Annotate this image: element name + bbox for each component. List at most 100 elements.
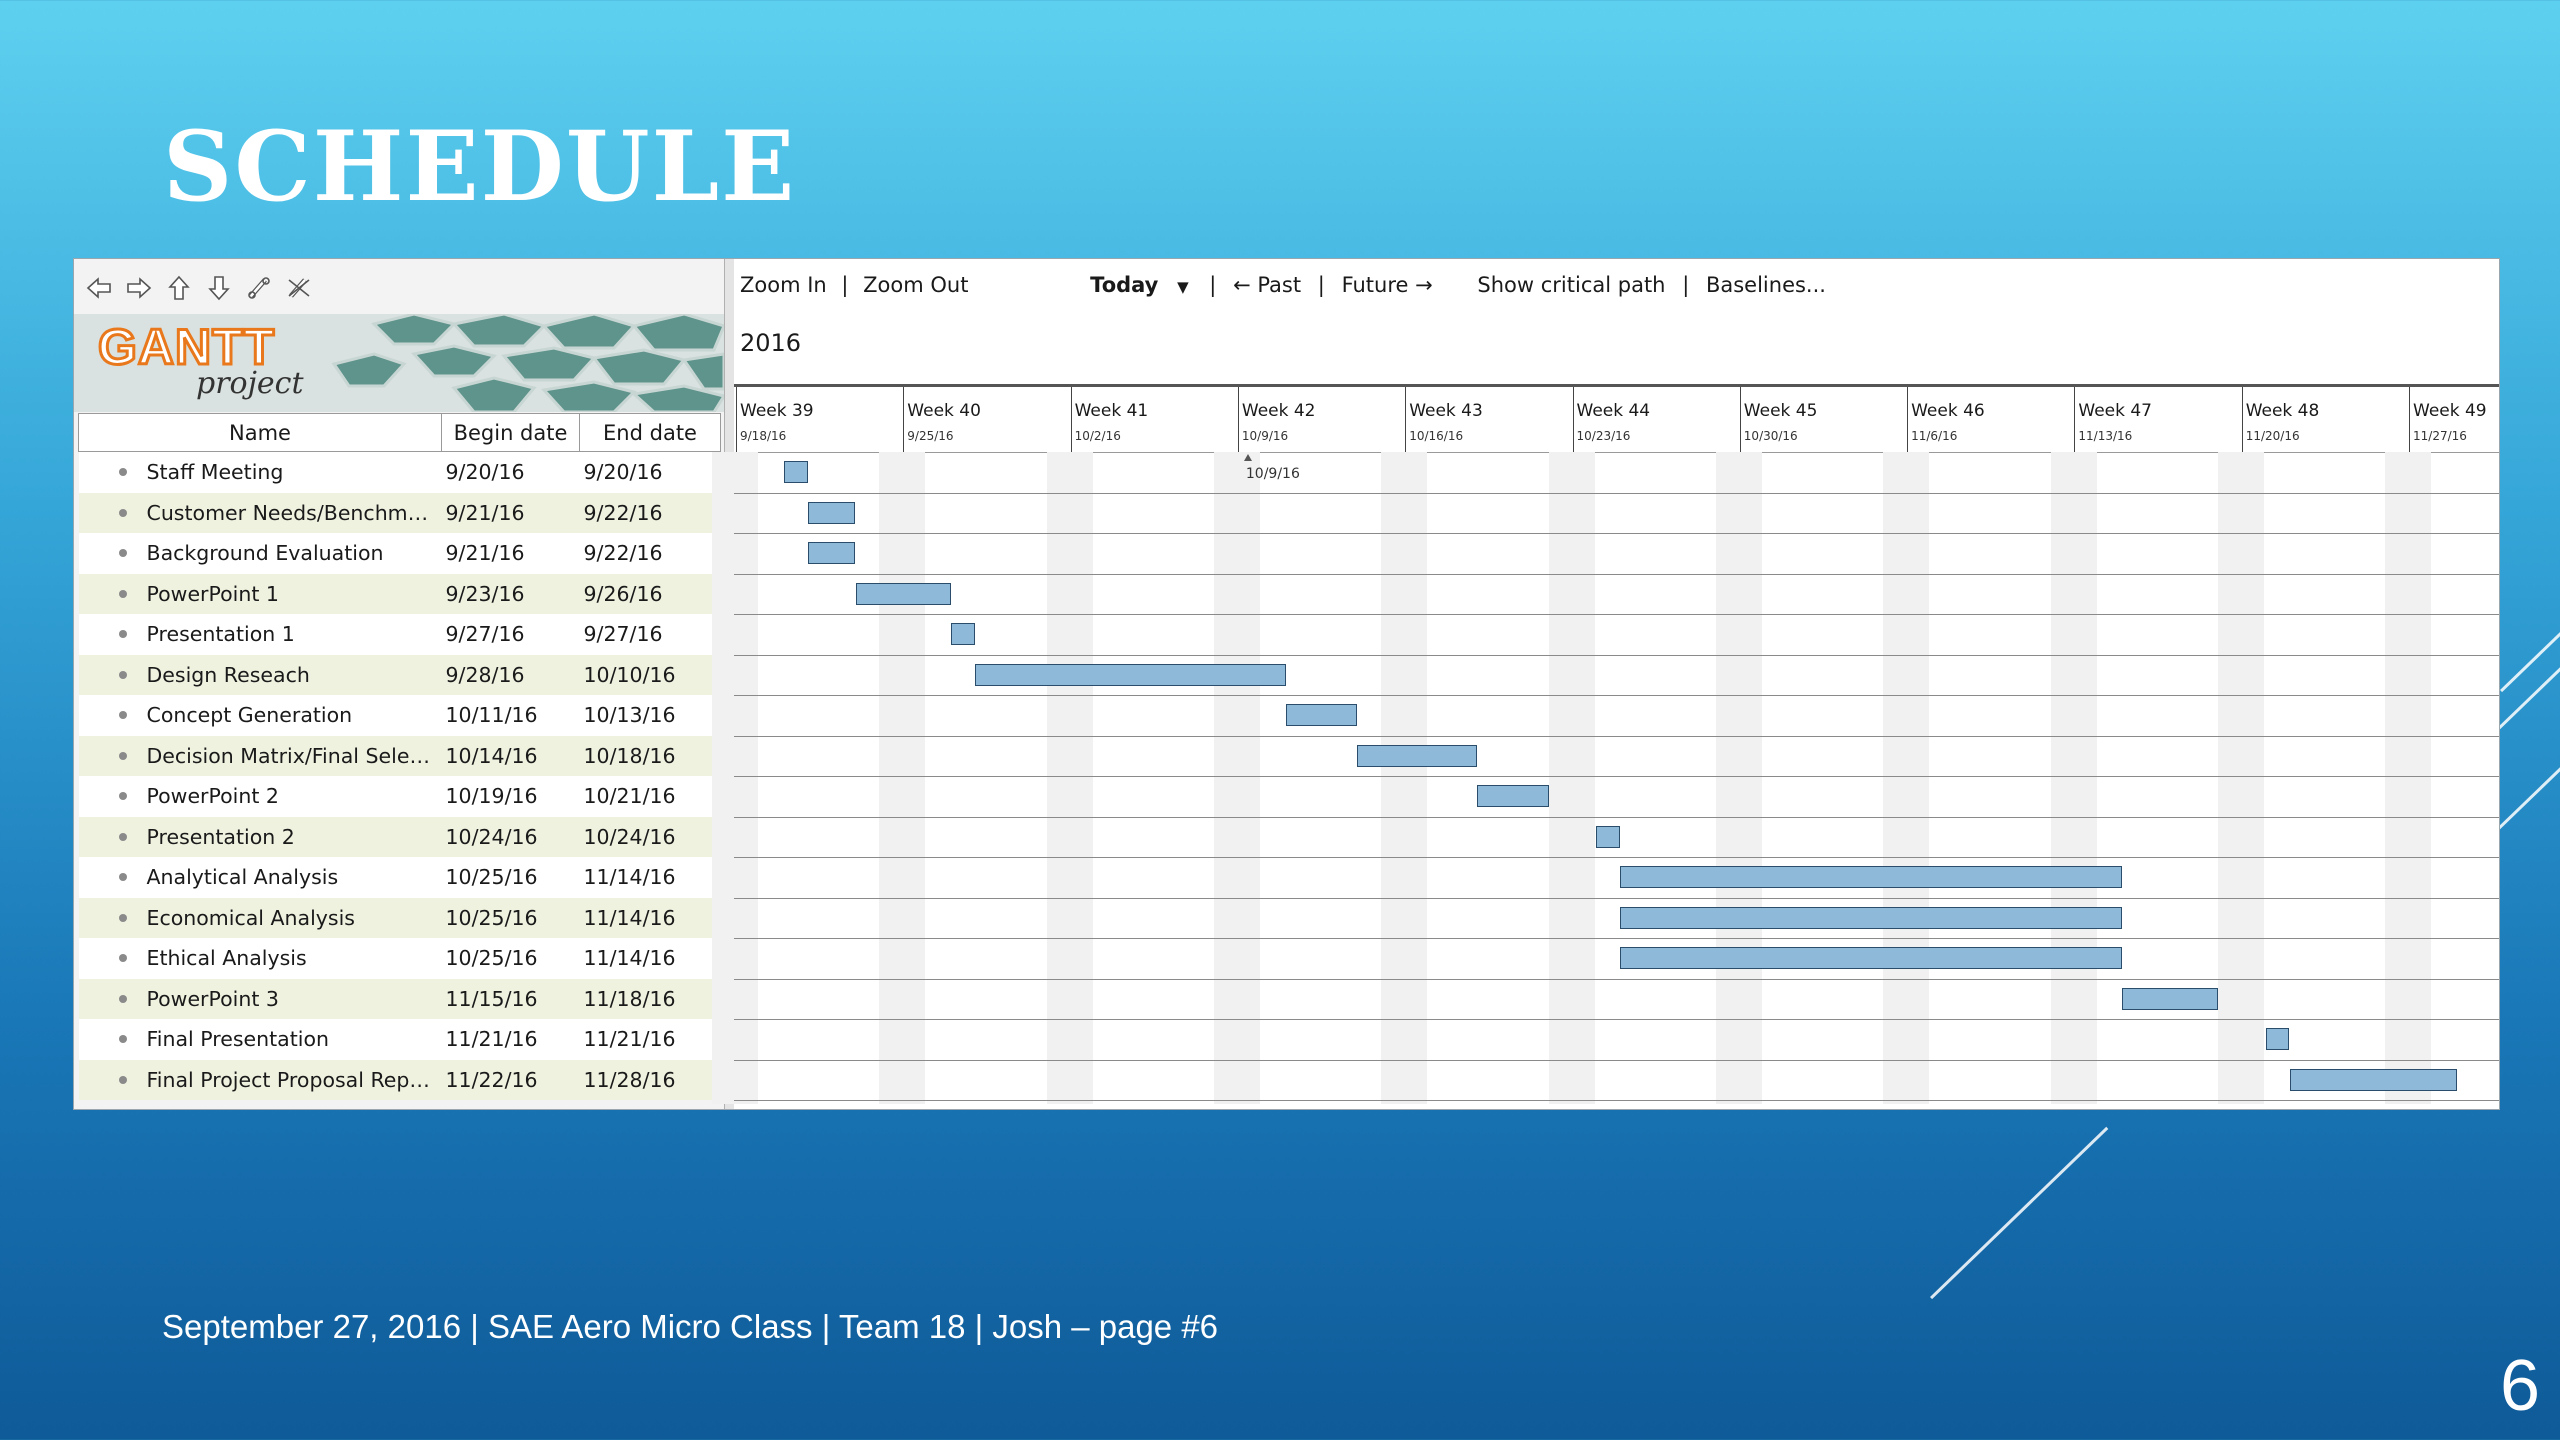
task-begin-date[interactable]: 9/23/16 (441, 573, 580, 614)
gantt-row (734, 614, 2499, 656)
column-header-name[interactable]: Name (78, 413, 442, 452)
task-end-date[interactable]: 9/22/16 (579, 492, 721, 533)
task-name-cell[interactable]: PowerPoint 2 (78, 776, 442, 817)
task-begin-date[interactable]: 10/24/16 (441, 816, 580, 857)
task-end-date[interactable]: 9/27/16 (579, 614, 721, 655)
task-name-cell[interactable]: Final Project Proposal Report (78, 1059, 442, 1100)
task-begin-date[interactable]: 9/21/16 (441, 492, 580, 533)
task-name-cell[interactable]: Presentation 1 (78, 614, 442, 655)
task-end-date[interactable]: 9/26/16 (579, 573, 721, 614)
down-arrow-icon[interactable] (202, 269, 236, 307)
task-name-cell[interactable]: Staff Meeting (78, 451, 442, 493)
task-end-date[interactable]: 10/18/16 (579, 735, 721, 776)
task-name-cell[interactable]: Design Reseach (78, 654, 442, 695)
table-row[interactable]: Presentation 1 9/27/16 9/27/16 (78, 614, 721, 655)
task-begin-date[interactable]: 10/25/16 (441, 897, 580, 938)
task-name-cell[interactable]: Background Evaluation (78, 533, 442, 574)
task-begin-date[interactable]: 9/21/16 (441, 533, 580, 574)
task-begin-date[interactable]: 11/22/16 (441, 1059, 580, 1100)
column-header-begin-date[interactable]: Begin date (441, 413, 580, 452)
task-end-date[interactable]: 9/20/16 (579, 451, 721, 493)
table-row[interactable]: Customer Needs/Benchmar... 9/21/16 9/22/16 (78, 492, 721, 533)
task-end-date[interactable]: 11/14/16 (579, 897, 721, 938)
left-arrow-icon[interactable] (82, 269, 116, 307)
task-bar[interactable] (975, 663, 1286, 686)
task-end-date[interactable]: 10/21/16 (579, 776, 721, 817)
task-bar[interactable] (807, 501, 856, 524)
table-row[interactable]: Ethical Analysis 10/25/16 11/14/16 (78, 938, 721, 979)
task-end-date[interactable]: 10/24/16 (579, 816, 721, 857)
task-end-date[interactable]: 11/21/16 (579, 1019, 721, 1060)
show-critical-path-button[interactable]: Show critical path (1477, 273, 1666, 297)
task-bar[interactable] (783, 461, 808, 483)
task-bar[interactable] (1285, 704, 1358, 726)
task-name-cell[interactable]: PowerPoint 3 (78, 978, 442, 1019)
chevron-down-icon[interactable]: ▼ (1177, 278, 1189, 296)
link-icon[interactable] (242, 269, 276, 307)
task-end-date[interactable]: 11/28/16 (579, 1059, 721, 1100)
task-begin-date[interactable]: 9/20/16 (441, 451, 580, 493)
table-row[interactable]: PowerPoint 3 11/15/16 11/18/16 (78, 978, 721, 1019)
task-bar[interactable] (1620, 906, 2123, 929)
task-end-date[interactable]: 9/22/16 (579, 533, 721, 574)
table-row[interactable]: Staff Meeting 9/20/16 9/20/16 (78, 451, 721, 493)
task-begin-date[interactable]: 10/11/16 (441, 695, 580, 736)
table-row[interactable]: PowerPoint 1 9/23/16 9/26/16 (78, 573, 721, 614)
table-row[interactable]: PowerPoint 2 10/19/16 10/21/16 (78, 776, 721, 817)
task-name-cell[interactable]: Economical Analysis (78, 897, 442, 938)
table-row[interactable]: Final Presentation 11/21/16 11/21/16 (78, 1019, 721, 1060)
task-end-date[interactable]: 11/14/16 (579, 938, 721, 979)
task-bar[interactable] (807, 542, 856, 564)
task-begin-date[interactable]: 11/15/16 (441, 978, 580, 1019)
table-row[interactable]: Design Reseach 9/28/16 10/10/16 (78, 654, 721, 695)
table-row[interactable]: Decision Matrix/Final Selecti... 10/14/16… (78, 735, 721, 776)
task-end-date[interactable]: 11/18/16 (579, 978, 721, 1019)
task-name-cell[interactable]: Final Presentation (78, 1019, 442, 1060)
task-name-cell[interactable]: PowerPoint 1 (78, 573, 442, 614)
task-name-cell[interactable]: Ethical Analysis (78, 938, 442, 979)
task-begin-date[interactable]: 10/25/16 (441, 938, 580, 979)
task-name-cell[interactable]: Decision Matrix/Final Selecti... (78, 735, 442, 776)
task-end-date[interactable]: 10/10/16 (579, 654, 721, 695)
task-begin-date[interactable]: 9/28/16 (441, 654, 580, 695)
future-button[interactable]: Future → (1341, 273, 1433, 297)
task-end-date[interactable]: 11/14/16 (579, 857, 721, 898)
task-bullet-icon (118, 913, 127, 922)
task-name-cell[interactable]: Analytical Analysis (78, 857, 442, 898)
table-row[interactable]: Economical Analysis 10/25/16 11/14/16 (78, 897, 721, 938)
column-header-end-date[interactable]: End date (579, 413, 721, 452)
task-bar[interactable] (1596, 825, 1621, 848)
right-arrow-icon[interactable] (122, 269, 156, 307)
past-button[interactable]: ← Past (1233, 273, 1302, 297)
task-bar[interactable] (1357, 744, 1477, 767)
task-bar[interactable] (2265, 1028, 2290, 1050)
task-name-cell[interactable]: Presentation 2 (78, 816, 442, 857)
week-label: Week 43 (1409, 401, 1483, 421)
task-begin-date[interactable]: 11/21/16 (441, 1019, 580, 1060)
task-bar[interactable] (855, 582, 952, 605)
task-bar[interactable] (1476, 785, 1549, 807)
zoom-out-button[interactable]: Zoom Out (863, 273, 969, 297)
table-row[interactable]: Background Evaluation 9/21/16 9/22/16 (78, 533, 721, 574)
task-begin-date[interactable]: 10/19/16 (441, 776, 580, 817)
task-begin-date[interactable]: 10/25/16 (441, 857, 580, 898)
task-bar[interactable] (1620, 947, 2123, 969)
table-row[interactable]: Presentation 2 10/24/16 10/24/16 (78, 816, 721, 857)
task-name-cell[interactable]: Customer Needs/Benchmar... (78, 492, 442, 533)
task-bar[interactable] (2122, 987, 2218, 1010)
up-arrow-icon[interactable] (162, 269, 196, 307)
task-bar[interactable] (951, 623, 975, 645)
task-begin-date[interactable]: 9/27/16 (441, 614, 580, 655)
task-name-cell[interactable]: Concept Generation (78, 695, 442, 736)
zoom-in-button[interactable]: Zoom In (740, 273, 827, 297)
table-row[interactable]: Analytical Analysis 10/25/16 11/14/16 (78, 857, 721, 898)
unlink-icon[interactable] (282, 269, 316, 307)
today-button[interactable]: Today (1090, 273, 1159, 297)
baselines-button[interactable]: Baselines... (1705, 273, 1826, 297)
task-bar[interactable] (2289, 1068, 2457, 1091)
table-row[interactable]: Concept Generation 10/11/16 10/13/16 (78, 695, 721, 736)
task-bar[interactable] (1620, 866, 2123, 888)
task-begin-date[interactable]: 10/14/16 (441, 735, 580, 776)
task-end-date[interactable]: 10/13/16 (579, 695, 721, 736)
table-row[interactable]: Final Project Proposal Report 11/22/16 11/… (78, 1059, 721, 1100)
